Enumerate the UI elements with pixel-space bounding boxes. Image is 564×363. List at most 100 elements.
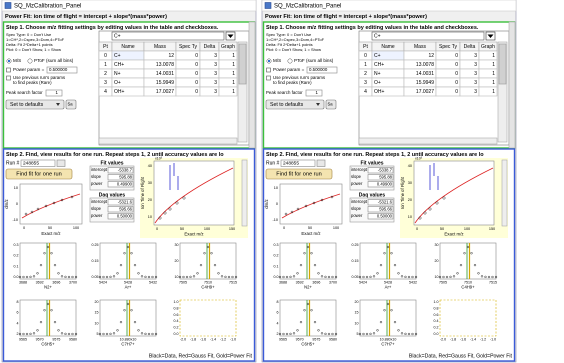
- resid-point: [330, 195, 334, 199]
- daq-name: power: [351, 213, 363, 218]
- data-point: [60, 275, 64, 278]
- tof-point: [428, 207, 432, 211]
- data-point: [404, 332, 407, 335]
- spec-note: Delta: Fit 2*Delta+1 points: [266, 42, 313, 47]
- data-point: [39, 321, 43, 324]
- data-point: [130, 309, 133, 312]
- checkbox-label: Power param =: [273, 67, 305, 72]
- tof-point: [423, 211, 427, 215]
- x-tick-label: 7505: [439, 280, 447, 284]
- table-cell-text: 3: [214, 71, 217, 77]
- table-cell-text: O+: [114, 80, 121, 86]
- run-clear[interactable]: [316, 159, 326, 167]
- button-label: Set to defaults: [270, 102, 304, 108]
- table-cell-text: 3: [364, 80, 367, 86]
- run-clear[interactable]: [56, 159, 66, 167]
- data-point: [39, 264, 43, 267]
- peak-label: C6H5+: [301, 342, 315, 347]
- data-point: [303, 309, 306, 312]
- peak-input[interactable]: [45, 89, 63, 97]
- tof-point: [435, 201, 439, 205]
- radio-ptof[interactable]: [27, 58, 33, 64]
- table-cell-text: 0: [104, 53, 107, 59]
- radio-dot: [267, 59, 271, 63]
- checkbox[interactable]: [6, 75, 11, 81]
- find-button[interactable]: [265, 168, 333, 180]
- y-tick-label: 5: [97, 332, 99, 336]
- checkbox[interactable]: [266, 75, 271, 81]
- table-cell-text: 3: [474, 53, 477, 59]
- column-header-label: Pt: [363, 44, 368, 50]
- table-cell[interactable]: [478, 86, 498, 97]
- x-tick-label: 0: [416, 227, 418, 231]
- spec-note: 1=CH*,2=Cspec,3=Dom,4=PToF: [6, 37, 65, 42]
- x-tick-label: 0: [283, 226, 285, 230]
- checkbox[interactable]: [266, 67, 271, 73]
- data-point: [442, 275, 445, 279]
- panel-scrollbar: [508, 21, 516, 149]
- defaults-button[interactable]: [5, 99, 65, 110]
- data-point: [306, 302, 310, 306]
- data-point: [22, 275, 25, 279]
- table-cell-text: 13.0078: [156, 62, 174, 68]
- run-input[interactable]: [280, 159, 316, 167]
- data-point: [285, 332, 289, 336]
- resid-point: [36, 207, 40, 211]
- power-input[interactable]: [46, 66, 78, 74]
- data-point: [147, 332, 151, 336]
- x-axis-label: Exact m/z: [301, 231, 320, 236]
- data-point: [386, 302, 390, 306]
- data-point: [224, 275, 227, 278]
- data-point: [102, 275, 105, 279]
- data-point: [217, 272, 220, 275]
- data-point: [376, 329, 379, 332]
- table-cell[interactable]: [218, 86, 238, 97]
- data-point: [390, 252, 393, 255]
- data-point: [151, 332, 154, 336]
- daq-value: -5321.6: [118, 199, 133, 204]
- data-point: [29, 332, 32, 335]
- data-point: [189, 275, 192, 278]
- data-point: [306, 245, 310, 249]
- data-point: [379, 321, 383, 324]
- table-cell-text: 14.0031: [416, 71, 434, 77]
- fit-label: Fit values: [100, 160, 123, 166]
- run-input[interactable]: [20, 159, 56, 167]
- data-point: [299, 321, 303, 324]
- save-button[interactable]: [325, 99, 337, 110]
- table-cell-text: CH+: [114, 62, 124, 68]
- button-label: Set to defaults: [10, 102, 44, 108]
- daq-name: intercept: [351, 199, 368, 204]
- data-point: [123, 309, 126, 312]
- power-input[interactable]: [306, 66, 338, 74]
- y-tick-label: 0.05: [352, 275, 359, 279]
- find-button[interactable]: [5, 168, 73, 180]
- data-point: [327, 332, 331, 336]
- daq-value: 595.66: [379, 206, 392, 211]
- x-tick-label: -1.6: [460, 337, 466, 341]
- y-scale: x10³: [155, 156, 163, 160]
- column-header-label: Spec Ty: [439, 44, 457, 50]
- daq-value: -5321.6: [378, 199, 393, 204]
- data-point: [414, 275, 418, 279]
- defaults-button[interactable]: [265, 99, 325, 110]
- peak-input[interactable]: [305, 89, 323, 97]
- data-point: [365, 275, 369, 279]
- save-button[interactable]: [65, 99, 77, 110]
- radio-ptof[interactable]: [287, 58, 293, 64]
- table-cell-text: 14.0031: [156, 71, 174, 77]
- resid-point: [24, 212, 28, 216]
- resid-point: [284, 212, 288, 216]
- y-tick-label: 8: [17, 300, 19, 304]
- tof-point: [182, 196, 186, 200]
- window-title: SQ_MzCalibration_Panel: [14, 4, 81, 10]
- checkbox[interactable]: [6, 67, 11, 73]
- data-point: [227, 275, 231, 279]
- y-tick-label: 0.2: [274, 254, 279, 258]
- y-tick-label: 4: [277, 321, 279, 325]
- x-tick-label: 7515: [489, 280, 497, 284]
- data-point: [397, 272, 400, 275]
- y-tick-label: 0: [16, 202, 18, 206]
- table-cell-text: 1: [232, 53, 235, 59]
- fit-input: [107, 174, 134, 181]
